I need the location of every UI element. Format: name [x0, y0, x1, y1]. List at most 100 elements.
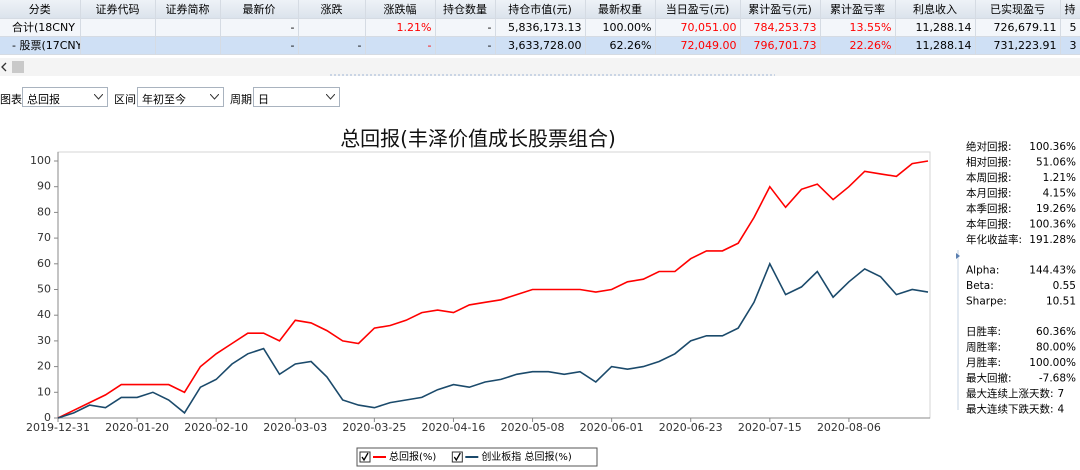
y-tick-label: 90 [37, 180, 51, 193]
column-header[interactable]: 持 [1060, 0, 1080, 19]
select-value: 年初至今 [142, 93, 186, 106]
series-line [57, 261, 929, 419]
label: 图表 [0, 93, 22, 106]
table-row[interactable]: 合计(18CNY -1.21% -5,836,173.13 100.00% 70,051… [0, 18, 1080, 37]
stat-value: 0.55 [1053, 280, 1076, 292]
scrollbar[interactable] [0, 58, 1080, 76]
stat-label: 周胜率: [966, 341, 1001, 354]
select[interactable]: 年初至今 [137, 87, 224, 107]
stat-value: 144.43% [1029, 265, 1076, 277]
stat-value: 100.36% [1029, 141, 1076, 153]
column-header[interactable]: 涨跌 [298, 0, 366, 19]
stat-value: 19.26% [1036, 203, 1076, 215]
label: 周期 [230, 93, 252, 106]
label: 区间 [114, 93, 136, 106]
table-row[interactable]: 分类 证券代码 证券简称 最新价 涨跌 涨跌幅 持仓数量 持仓市值(元) 最新权重 当日盈亏(元)… [0, 0, 1080, 19]
stat-value: 60.36% [1036, 326, 1076, 338]
legend-check [453, 452, 461, 462]
y-tick-label: 80 [37, 205, 51, 218]
stat-label: 最大连续上涨天数: [966, 387, 1054, 400]
cell: 5 [1060, 18, 1080, 37]
stat-value: 51.06% [1036, 157, 1076, 169]
legend-label: 总回报(%) [389, 450, 436, 463]
x-tick-label: 2020-01-20 [105, 421, 169, 434]
x-tick-label: 2020-05-08 [501, 421, 565, 434]
position-table: 分类 证券代码 证券简称 最新价 涨跌 涨跌幅 持仓数量 持仓市值(元) 最新权重 当日盈亏(元)… [0, 0, 1080, 55]
column-header[interactable]: 最新权重 [585, 0, 656, 19]
column-header[interactable]: 持仓市值(元) [495, 0, 586, 19]
x-tick-label: 2019-12-31 [26, 421, 90, 434]
column-header[interactable]: 涨跌幅 [365, 0, 436, 19]
stat-label: 年化收益率: [966, 233, 1022, 246]
x-tick-label: 2020-03-25 [342, 421, 406, 434]
column-header[interactable]: 累计盈亏率 [820, 0, 896, 19]
cell: 合计(18CNY [0, 18, 81, 37]
cell: 70,051.00 [655, 18, 741, 37]
stat-value: 191.28% [1029, 234, 1076, 246]
cell: 100.00% [585, 18, 656, 37]
x-tick-label: 2020-02-10 [184, 421, 248, 434]
column-header[interactable]: 证券代码 [80, 0, 156, 19]
y-tick-label: 20 [37, 360, 51, 373]
column-header[interactable]: 分类 [0, 0, 81, 19]
arrow [326, 94, 335, 100]
cell: 11,288.14 [895, 18, 976, 37]
cell: - [298, 36, 366, 55]
stat-label: 本年回报: [966, 218, 1012, 231]
cell: 22.26% [820, 36, 896, 55]
column-header[interactable]: 最新价 [220, 0, 299, 19]
stat-label: Sharpe: [966, 296, 1007, 308]
stat-value: 100.00% [1029, 357, 1076, 369]
stat-label: 最大连续下跌天数: [966, 403, 1054, 416]
stat-value: 1.21% [1043, 172, 1076, 184]
y-tick-label: 70 [37, 231, 51, 244]
stat-label: 绝对回报: [966, 140, 1012, 153]
select[interactable]: 日 [253, 87, 340, 107]
x-tick-label: 2020-08-06 [817, 421, 881, 434]
cell [80, 36, 156, 55]
cell: 13.55% [820, 18, 896, 37]
stat-value: 100.36% [1029, 219, 1076, 231]
stat-label: Alpha: [966, 265, 999, 277]
stat-label: 月胜率: [966, 356, 1001, 369]
select-value: 日 [258, 93, 269, 106]
legend-check [361, 452, 369, 462]
cell: 62.26% [585, 36, 656, 55]
arrow [210, 94, 219, 100]
cell: 784,253.73 [740, 18, 821, 37]
y-tick-label: 50 [37, 283, 51, 296]
column-header[interactable]: 持仓数量 [435, 0, 496, 19]
stat-value: 4.15% [1043, 188, 1076, 200]
cell: 3 [1060, 36, 1080, 55]
cell: 11,288.14 [895, 36, 976, 55]
scroll-thumb[interactable] [12, 61, 24, 73]
stat-label: 相对回报: [966, 156, 1012, 169]
table-row[interactable]: - 股票(17CNY - - - -3,633,728.00 62.26% 72,049.0… [0, 36, 1080, 55]
arrow [94, 94, 103, 100]
stat-label: 本月回报: [966, 187, 1012, 200]
stat-label: 日胜率: [966, 325, 1001, 338]
cell [298, 18, 366, 37]
select[interactable]: 总回报 [22, 87, 108, 107]
scroll-track [0, 58, 1080, 76]
column-header[interactable]: 累计盈亏(元) [740, 0, 821, 19]
scroll-left[interactable] [1, 62, 7, 72]
cell: 1.21% [365, 18, 436, 37]
x-tick-label: 2020-04-16 [421, 421, 485, 434]
cell: 3,633,728.00 [495, 36, 586, 55]
column-header[interactable]: 利息收入 [895, 0, 976, 19]
cell: - [435, 36, 496, 55]
column-header[interactable]: 当日盈亏(元) [655, 0, 741, 19]
x-tick-label: 2020-06-23 [659, 421, 723, 434]
y-tick-label: 0 [44, 411, 51, 424]
column-header[interactable]: 已实现盈亏 [975, 0, 1061, 19]
cell: 726,679.11 [975, 18, 1061, 37]
controls: 图表 总回报 区间 年初至今 周期 日 [0, 87, 400, 111]
stat-label: 本季回报: [966, 202, 1012, 215]
y-tick-label: 60 [37, 257, 51, 270]
select-value: 总回报 [27, 93, 60, 106]
stat-value: 80.00% [1036, 342, 1076, 354]
cell: 796,701.73 [740, 36, 821, 55]
column-header[interactable]: 证券简称 [155, 0, 221, 19]
chart: 总回报(丰泽价值成长股票组合) 0 10 20 30 40 50 60 70 80 90 100 20… [26, 127, 1076, 467]
